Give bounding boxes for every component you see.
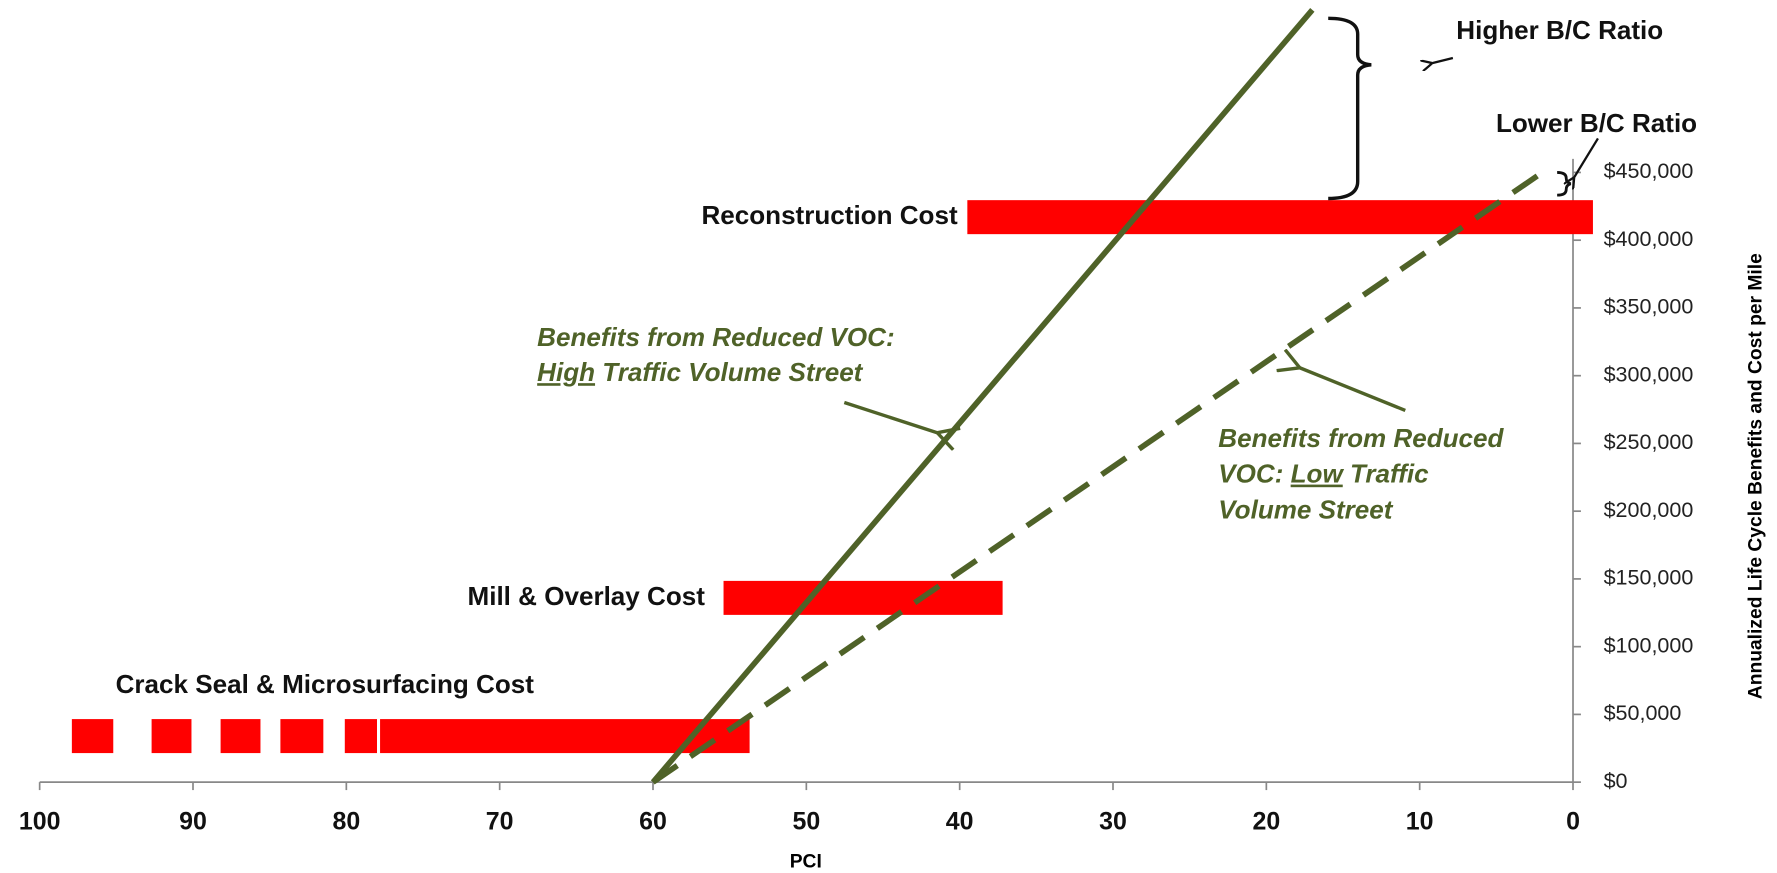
annotation-text: High xyxy=(537,357,595,387)
annotation-text: Benefits from Reduced VOC: xyxy=(537,322,894,352)
marks xyxy=(71,8,1593,785)
x-tick-label: 60 xyxy=(639,808,667,836)
annotation-text: Traffic Volume Street xyxy=(595,357,864,387)
arrow-high xyxy=(1430,56,1454,64)
y-tick-label: $200,000 xyxy=(1604,498,1694,522)
x-tick-label: 20 xyxy=(1252,808,1280,836)
arrow-low-benefit xyxy=(1299,367,1406,413)
cost-bar xyxy=(280,719,324,754)
y-tick-label: $0 xyxy=(1604,769,1628,793)
y-axis-title: Annualized Life Cycle Benefits and Cost … xyxy=(1746,253,1767,699)
annotation: High Traffic Volume Street xyxy=(537,357,864,387)
x-tick-label: 40 xyxy=(946,808,974,836)
annotation: Benefits from Reduced xyxy=(1218,423,1504,453)
annotation-text: Volume Street xyxy=(1218,494,1394,524)
x-tick-label: 10 xyxy=(1406,808,1434,836)
y-tick-label: $450,000 xyxy=(1604,159,1694,183)
arrow-high-benefit xyxy=(843,400,938,434)
x-tick-label: 90 xyxy=(179,808,207,836)
bracket-low xyxy=(1557,171,1572,197)
bracket-high xyxy=(1328,16,1372,201)
x-tick-label: 100 xyxy=(19,808,61,836)
cost-bar xyxy=(723,580,1003,615)
annotation: Volume Street xyxy=(1218,494,1394,524)
annotation: VOC: Low Traffic xyxy=(1218,458,1429,488)
annotation-text: Lower B/C Ratio xyxy=(1496,108,1697,138)
x-tick-label: 0 xyxy=(1566,808,1580,836)
cost-bar xyxy=(71,719,114,754)
arrow-low xyxy=(1573,137,1599,179)
y-tick-label: $250,000 xyxy=(1604,430,1694,454)
y-tick-label: $50,000 xyxy=(1604,701,1682,725)
x-tick-label: 70 xyxy=(486,808,514,836)
annotation: Lower B/C Ratio xyxy=(1496,108,1697,138)
cost-bar xyxy=(151,719,192,754)
y-tick-label: $150,000 xyxy=(1604,566,1694,590)
cost-bar xyxy=(344,719,378,754)
cost-label: Reconstruction Cost xyxy=(701,200,957,230)
cost-label: Mill & Overlay Cost xyxy=(468,581,706,611)
annotation-text: Higher B/C Ratio xyxy=(1456,15,1663,45)
cost-label: Crack Seal & Microsurfacing Cost xyxy=(116,669,535,699)
cost-bar xyxy=(380,719,750,754)
annotation-text: VOC: xyxy=(1218,458,1290,488)
annotation-text: Traffic xyxy=(1343,458,1429,488)
annotation: Higher B/C Ratio xyxy=(1456,15,1663,45)
labels: PCI Annualized Life Cycle Benefits and C… xyxy=(19,15,1767,873)
cost-bar xyxy=(220,719,261,754)
x-tick-label: 30 xyxy=(1099,808,1127,836)
y-tick-label: $350,000 xyxy=(1604,295,1694,319)
benefit-line xyxy=(650,8,1315,784)
annotation: Benefits from Reduced VOC: xyxy=(537,322,894,352)
y-tick-label: $100,000 xyxy=(1604,633,1694,657)
axes xyxy=(38,158,1581,791)
annotation-text: Low xyxy=(1291,458,1345,488)
annotation-text: Benefits from Reduced xyxy=(1218,423,1504,453)
y-tick-label: $400,000 xyxy=(1604,227,1694,251)
y-tick-label: $300,000 xyxy=(1604,362,1694,386)
x-tick-label: 50 xyxy=(792,808,820,836)
x-axis-title: PCI xyxy=(790,852,822,873)
x-tick-label: 80 xyxy=(332,808,360,836)
